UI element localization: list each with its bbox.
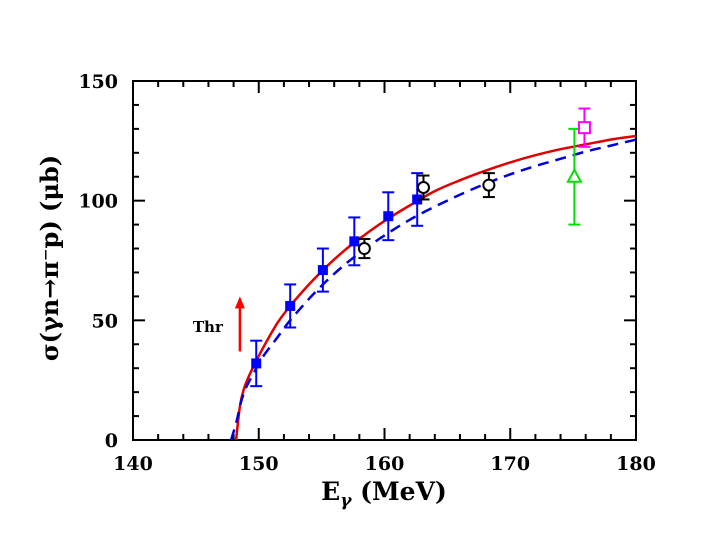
y-tick-label: 150 [78,71,118,93]
data-point [250,339,263,388]
marker-filled-square [349,236,360,247]
data-points [250,107,591,388]
data-point [348,216,361,267]
x-axis-title: Eγ (MeV) [321,477,447,511]
y-tick-label: 100 [78,191,118,213]
marker-open-circle [357,242,371,256]
plot-frame [132,80,637,441]
threshold-annotation: Thr [193,296,245,352]
y-axis-title: σ(γn→π⁻p) (μb) [35,155,64,361]
x-tick-label: 150 [239,453,279,475]
x-tick-label: 140 [113,453,153,475]
y-tick-label: 50 [92,310,118,332]
x-axis-title-unit: (MeV) [351,477,446,506]
threshold-arrowhead [234,296,245,309]
marker-filled-square [383,211,394,222]
data-point [284,283,297,329]
marker-filled-square [251,358,262,369]
threshold-label: Thr [193,318,224,336]
data-point [382,191,395,242]
data-point [577,107,591,148]
marker-open-circle [482,178,496,192]
data-point [416,174,430,201]
data-point [411,172,424,227]
marker-open-triangle [566,167,583,183]
marker-filled-square [412,194,423,205]
data-point [316,247,329,293]
y-tick-label: 0 [105,430,118,452]
data-point [566,127,583,226]
marker-open-circle [416,181,430,195]
x-tick-label: 160 [365,453,405,475]
x-tick-label: 170 [490,453,530,475]
marker-filled-square [317,265,328,276]
x-tick-label: 180 [616,453,656,475]
axis-ticks [132,80,637,441]
x-axis-title-sub: γ [340,491,352,511]
marker-filled-square [285,300,296,311]
x-axis-title-main: E [321,477,340,506]
data-point [357,237,371,260]
data-point [482,172,496,199]
marker-open-square [577,121,591,135]
tick-labels: 140 150 160 170 180 0 50 100 150 [78,71,656,475]
